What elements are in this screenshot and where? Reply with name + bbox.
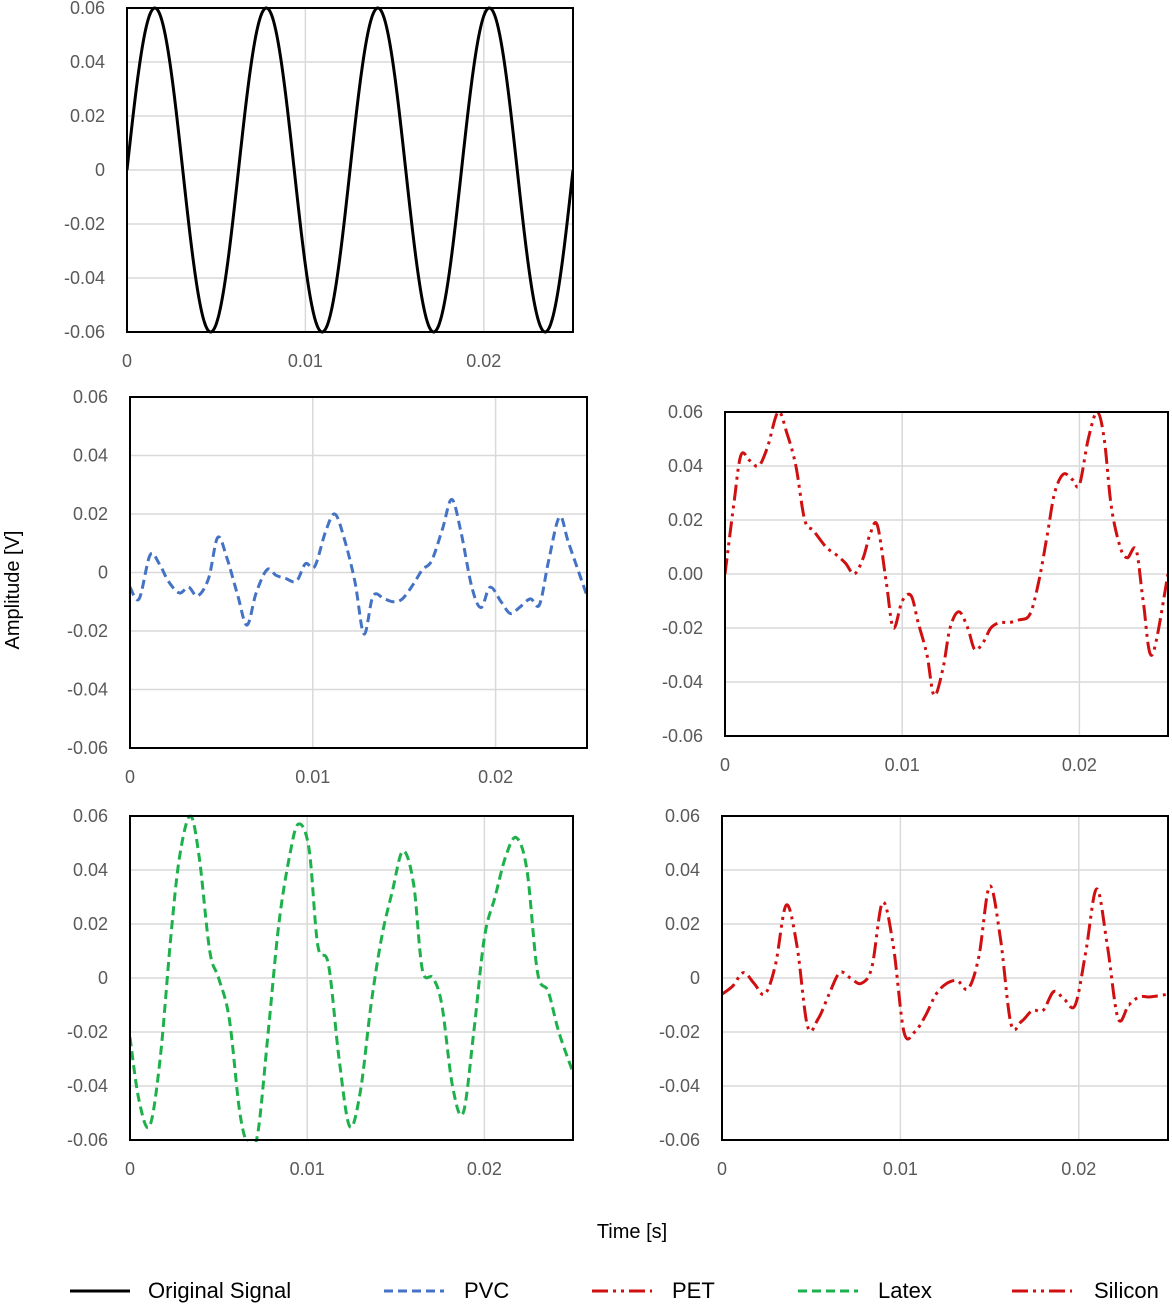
y-tick-label: -0.02 bbox=[659, 1022, 700, 1042]
y-tick-label: 0.04 bbox=[73, 446, 108, 466]
y-tick-label: -0.04 bbox=[662, 672, 703, 692]
y-tick-label: 0.06 bbox=[73, 806, 108, 826]
plot-frame bbox=[721, 815, 1169, 1141]
y-tick-label: 0.06 bbox=[73, 387, 108, 407]
y-tick-label: -0.06 bbox=[662, 726, 703, 746]
y-tick-label: 0.02 bbox=[73, 504, 108, 524]
series-line-original-signal bbox=[127, 6, 573, 334]
legend-label: Latex bbox=[878, 1278, 932, 1303]
y-tick-label: 0 bbox=[690, 968, 700, 988]
y-tick-label: 0.02 bbox=[668, 510, 703, 530]
x-tick-label: 0.01 bbox=[885, 755, 920, 775]
y-tick-label: -0.02 bbox=[67, 621, 108, 641]
y-tick-label: -0.04 bbox=[659, 1076, 700, 1096]
y-tick-label: -0.04 bbox=[64, 268, 105, 288]
x-tick-label: 0.01 bbox=[295, 767, 330, 787]
x-tick-label: 0 bbox=[122, 351, 132, 371]
y-tick-label: -0.02 bbox=[64, 214, 105, 234]
x-tick-label: 0.02 bbox=[1062, 755, 1097, 775]
series-line-latex bbox=[130, 814, 573, 1142]
y-tick-label: 0.06 bbox=[665, 806, 700, 826]
chart-pvc: 0.06 0.04 0.02 0 -0.02 -0.04 -0.06 0 0.01 0.02 bbox=[67, 387, 588, 787]
legend-label: Original Signal bbox=[148, 1278, 291, 1303]
legend-item-latex: Latex bbox=[798, 1278, 932, 1303]
y-tick-label: -0.06 bbox=[67, 738, 108, 758]
y-tick-label: -0.04 bbox=[67, 680, 108, 700]
chart-pet: 0.06 0.04 0.02 0.00 -0.02 -0.04 -0.06 0 0.01 0.02 bbox=[662, 402, 1169, 775]
y-axis-title: Amplitude [V] bbox=[2, 531, 24, 650]
y-tick-label: 0.04 bbox=[73, 860, 108, 880]
y-tick-label: 0.02 bbox=[73, 914, 108, 934]
x-tick-label: 0.02 bbox=[1061, 1159, 1096, 1179]
x-tick-label: 0 bbox=[717, 1159, 727, 1179]
y-tick-label: -0.06 bbox=[64, 322, 105, 342]
x-tick-label: 0 bbox=[720, 755, 730, 775]
series-line-pet bbox=[725, 410, 1168, 698]
y-tick-label: 0.06 bbox=[70, 0, 105, 18]
y-tick-label: -0.06 bbox=[659, 1130, 700, 1150]
legend-item-original-signal: Original Signal bbox=[70, 1278, 291, 1303]
x-tick-label: 0 bbox=[125, 1159, 135, 1179]
x-tick-label: 0.02 bbox=[478, 767, 513, 787]
plot-frame bbox=[126, 7, 574, 333]
x-tick-label: 0.01 bbox=[290, 1159, 325, 1179]
plot-frame bbox=[129, 815, 574, 1141]
x-tick-label: 0 bbox=[125, 767, 135, 787]
x-tick-label: 0.02 bbox=[466, 351, 501, 371]
y-tick-label: 0.02 bbox=[665, 914, 700, 934]
chart-silicon: 0.06 0.04 0.02 0 -0.02 -0.04 -0.06 0 0.01 0.02 bbox=[659, 806, 1169, 1179]
series-line-silicon bbox=[722, 884, 1168, 1041]
legend: Original Signal PVC PET Latex Silicon bbox=[70, 1278, 1159, 1303]
y-tick-label: 0.02 bbox=[70, 106, 105, 126]
legend-label: Silicon bbox=[1094, 1278, 1159, 1303]
legend-label: PVC bbox=[464, 1278, 509, 1303]
x-axis-title: Time [s] bbox=[597, 1221, 667, 1243]
y-tick-label: 0.00 bbox=[668, 564, 703, 584]
legend-item-silicon: Silicon bbox=[1012, 1278, 1159, 1303]
y-tick-label: 0.04 bbox=[665, 860, 700, 880]
x-tick-label: 0.02 bbox=[467, 1159, 502, 1179]
y-tick-label: 0 bbox=[98, 968, 108, 988]
y-tick-label: 0 bbox=[95, 160, 105, 180]
chart-original-signal: 0.06 0.04 0.02 0 -0.02 -0.04 -0.06 0 0.01 0.02 bbox=[64, 0, 574, 371]
y-tick-label: -0.02 bbox=[67, 1022, 108, 1042]
legend-item-pet: PET bbox=[592, 1278, 715, 1303]
series-line-pvc bbox=[130, 497, 587, 636]
legend-label: PET bbox=[672, 1278, 715, 1303]
plot-frame bbox=[724, 411, 1169, 737]
y-tick-label: 0.06 bbox=[668, 402, 703, 422]
x-tick-label: 0.01 bbox=[883, 1159, 918, 1179]
y-tick-label: 0 bbox=[98, 563, 108, 583]
chart-panels: 0.060.040.020-0.02-0.04-0.060 0.01 0.020.0… bbox=[64, 0, 1169, 1179]
y-tick-label: -0.06 bbox=[67, 1130, 108, 1150]
chart-latex: 0.06 0.04 0.02 0 -0.02 -0.04 -0.06 0 0.01 0.02 bbox=[67, 806, 574, 1179]
y-tick-label: -0.02 bbox=[662, 618, 703, 638]
y-tick-label: 0.04 bbox=[668, 456, 703, 476]
x-tick-label: 0.01 bbox=[288, 351, 323, 371]
legend-item-pvc: PVC bbox=[384, 1278, 509, 1303]
y-tick-label: 0.04 bbox=[70, 52, 105, 72]
y-tick-label: -0.04 bbox=[67, 1076, 108, 1096]
plot-frame bbox=[129, 396, 588, 749]
